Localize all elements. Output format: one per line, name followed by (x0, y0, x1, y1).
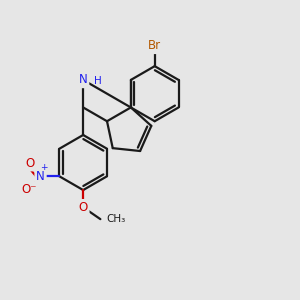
Text: O: O (25, 157, 34, 169)
Text: N: N (36, 170, 45, 183)
Text: O: O (79, 201, 88, 214)
Text: O⁻: O⁻ (22, 183, 37, 196)
Text: +: + (40, 163, 48, 172)
Text: H: H (94, 76, 102, 86)
Text: N: N (79, 74, 88, 86)
Text: CH₃: CH₃ (106, 214, 126, 224)
Text: Br: Br (148, 39, 161, 52)
